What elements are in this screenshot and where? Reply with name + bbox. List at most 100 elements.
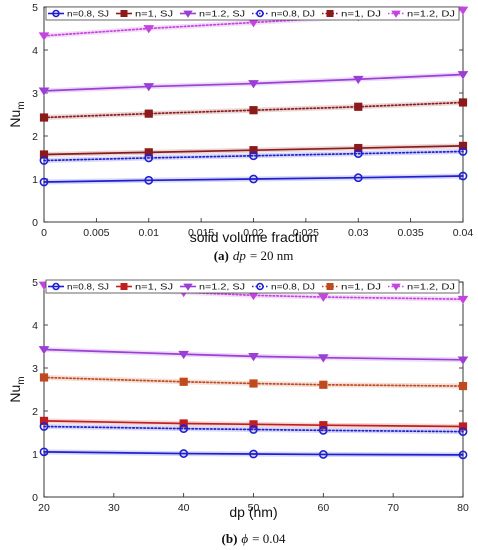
series-line — [43, 175, 464, 183]
data-point — [249, 425, 258, 434]
data-point — [249, 146, 258, 155]
series-n-0-8-dj — [39, 147, 468, 165]
data-point — [249, 379, 258, 388]
legend-swatch-marker — [183, 283, 193, 291]
caption-value: = 20 nm — [250, 248, 293, 263]
panel-caption: (a) dp = 20 nm — [214, 248, 294, 263]
data-point — [179, 424, 189, 434]
legend-swatch-marker — [52, 9, 60, 18]
legend-swatch-marker — [256, 282, 264, 291]
legend-item: n=1, DJ — [322, 282, 381, 292]
series-n-1-2-sj — [38, 71, 469, 96]
data-point — [39, 373, 49, 382]
legend-label: n=1, DJ — [341, 9, 381, 19]
series-line — [43, 376, 464, 387]
x-tick-label: 0 — [41, 227, 47, 239]
legend-item: n=1.2, DJ — [388, 9, 455, 19]
legend-item: n=1.2, SJ — [180, 9, 245, 19]
data-point — [178, 350, 189, 360]
legend-label: n=1.2, SJ — [199, 9, 245, 19]
data-point — [318, 450, 328, 459]
x-tick-label: 50 — [248, 502, 260, 514]
data-point — [353, 149, 363, 159]
data-point — [318, 354, 329, 363]
legend-item: n=1, DJ — [322, 9, 381, 19]
series-line — [43, 451, 464, 456]
legend-item: n=0.8, SJ — [48, 9, 109, 19]
x-tick-label: 70 — [387, 502, 399, 514]
legend-item: n=0.8, DJ — [252, 282, 315, 292]
data-point — [457, 356, 469, 365]
y-axis-label-main: Nu — [7, 385, 23, 403]
legend-label: n=0.8, DJ — [271, 282, 315, 292]
x-tick-label: 0.025 — [293, 227, 319, 239]
legend-label: n=1.2, SJ — [199, 282, 245, 292]
y-tick-label: 4 — [32, 45, 38, 57]
legend: n=0.8, SJ n=1, SJ n=1.2, SJ n=0.8, DJ n=1, D… — [45, 279, 460, 294]
legend-item: n=0.8, DJ — [252, 9, 315, 19]
legend-item: n=0.8, SJ — [48, 282, 109, 292]
data-point — [39, 156, 49, 165]
data-point — [248, 80, 259, 89]
x-tick-label: 0.01 — [139, 227, 160, 239]
data-point — [143, 25, 155, 34]
x-axis-label: solid volume fraction — [190, 229, 318, 245]
series-n-0-8-sj — [39, 171, 468, 187]
caption-variable: ϕ — [241, 531, 248, 546]
data-point — [179, 377, 188, 386]
legend-swatch-marker — [183, 10, 193, 18]
x-tick-label: 80 — [457, 502, 469, 514]
data-point — [249, 420, 258, 429]
caption-variable: dp — [233, 248, 247, 263]
data-point — [143, 83, 155, 92]
data-point — [39, 150, 49, 159]
caption-label: (a) — [214, 248, 229, 263]
data-point — [354, 143, 363, 153]
y-tick-label: 5 — [32, 277, 38, 289]
data-point — [39, 447, 49, 457]
legend-swatch-marker — [256, 9, 264, 18]
series-n-1-dj — [39, 98, 468, 122]
legend-swatch-marker — [326, 10, 334, 17]
data-point — [354, 102, 363, 111]
data-point — [144, 153, 154, 163]
data-point — [319, 380, 328, 389]
legend-item: n=1.2, SJ — [180, 282, 245, 292]
legend-label: n=0.8, SJ — [67, 9, 109, 19]
legend-item: n=1, SJ — [116, 282, 173, 292]
data-point — [249, 174, 258, 184]
data-point — [38, 346, 50, 355]
legend-swatch-marker — [120, 10, 128, 17]
series-n-1-sj — [39, 141, 468, 159]
panel-caption: (b) ϕ = 0.04 — [222, 531, 286, 546]
data-point — [458, 422, 468, 431]
caption-label: (b) — [222, 531, 238, 546]
data-point — [179, 449, 189, 458]
chart-panel-a: 0 0.005 0.01 0.015 0.02 0.025 0.03 0.035 0.04 0 1 2… — [7, 2, 473, 263]
data-point — [39, 416, 49, 425]
y-axis-label: Num — [7, 101, 27, 127]
x-tick-label: 0.035 — [397, 227, 423, 239]
data-point — [458, 147, 468, 156]
data-point — [458, 450, 468, 460]
data-point — [457, 71, 469, 80]
data-point — [144, 148, 153, 157]
legend-label: n=1.2, DJ — [407, 9, 455, 19]
data-point — [458, 98, 468, 107]
data-point — [249, 106, 258, 115]
data-point — [144, 175, 154, 185]
data-point — [457, 6, 469, 15]
y-tick-label: 4 — [32, 320, 38, 332]
legend-label: n=1.2, DJ — [407, 282, 455, 292]
plot-area — [43, 281, 464, 498]
data-point — [39, 177, 49, 187]
y-tick-label: 3 — [32, 88, 38, 100]
data-point — [38, 32, 50, 41]
series-n-0-8-dj — [39, 422, 468, 437]
data-point — [458, 171, 468, 181]
x-axis-label: dp (nm) — [229, 504, 277, 520]
legend-label: n=1, DJ — [341, 282, 381, 292]
y-tick-label: 1 — [32, 174, 38, 186]
data-point — [458, 381, 468, 391]
data-point — [249, 151, 258, 161]
